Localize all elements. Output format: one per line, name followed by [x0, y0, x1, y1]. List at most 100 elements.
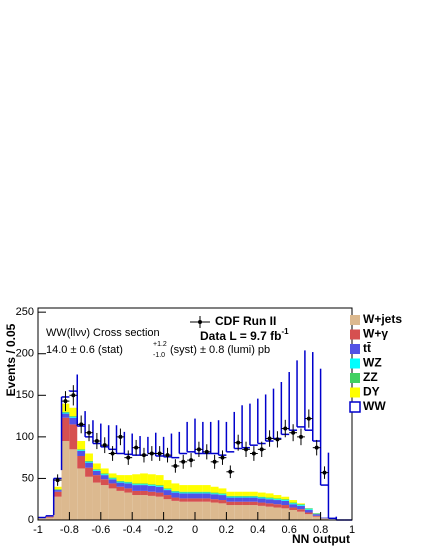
histogram-bar [100, 473, 109, 475]
histogram-bar [257, 496, 266, 498]
data-point [244, 447, 249, 452]
histogram-bar [320, 517, 329, 519]
legend-label: WW [363, 399, 386, 413]
histogram-bar [210, 492, 219, 494]
legend-label: W+γ [363, 327, 388, 341]
histogram-bar [92, 469, 101, 471]
data-point [204, 449, 209, 454]
histogram-bar [108, 477, 117, 479]
histogram-bar [234, 496, 243, 498]
legend-swatch [350, 315, 360, 325]
histogram-bar [249, 496, 258, 498]
histogram-bar [187, 493, 195, 499]
histogram-bar [85, 476, 93, 520]
histogram-bar [281, 500, 290, 506]
histogram-bar [242, 501, 250, 506]
histogram-bar [289, 510, 298, 520]
data-point [102, 443, 107, 448]
histogram-bar [147, 485, 156, 492]
histogram-bar [202, 498, 211, 502]
histogram-bar [297, 505, 305, 506]
histogram-bar [218, 495, 227, 501]
data-point [149, 451, 154, 456]
histogram-bar [234, 495, 243, 497]
histogram-bar [281, 505, 290, 509]
data-point [71, 393, 76, 398]
histogram-bar [242, 496, 250, 498]
histogram-bar [257, 492, 266, 497]
histogram-bar [195, 498, 203, 502]
histogram-bar [320, 518, 329, 520]
histogram-bar [265, 493, 274, 498]
histogram-bar [242, 495, 250, 497]
histogram-bar [249, 491, 258, 496]
histogram-bar [69, 416, 78, 418]
histogram-bar [289, 502, 298, 504]
histogram-bar [69, 424, 78, 450]
histogram-bar [304, 512, 313, 515]
histogram-bar [312, 516, 321, 520]
histogram-bar [155, 485, 164, 487]
data-point [298, 434, 303, 439]
annotation-part: -1.0 [153, 352, 165, 359]
data-point [55, 478, 60, 483]
histogram-bar [257, 505, 266, 520]
legend-label: tt̄ [363, 341, 371, 355]
histogram-bar [210, 502, 219, 520]
histogram-bar [100, 479, 109, 486]
histogram-bar [69, 417, 78, 425]
histogram-bar [249, 495, 258, 497]
data-point [118, 434, 123, 439]
histogram-bar [312, 515, 321, 517]
legend-label: DY [363, 385, 380, 399]
y-tick-label: 150 [16, 389, 34, 401]
histogram-bar [187, 492, 195, 494]
histogram-bar [187, 501, 195, 520]
histogram-bar [155, 496, 164, 520]
histogram-bar [195, 501, 203, 520]
data-point [94, 439, 99, 444]
histogram-bar [304, 514, 313, 520]
histogram-bar [155, 485, 164, 486]
histogram-bar [124, 488, 133, 493]
histogram-bar [265, 499, 274, 504]
histogram-bar [281, 496, 290, 500]
histogram-bar [116, 490, 125, 520]
annotation-part: (syst) ± 0.8 (lumi) pb [170, 344, 270, 356]
histogram-bar [147, 484, 156, 486]
histogram-bar [226, 495, 235, 497]
x-tick-label: 0.8 [313, 524, 328, 536]
histogram-bar [218, 494, 227, 496]
histogram-bar [218, 500, 227, 504]
histogram-bar [304, 509, 313, 511]
y-axis-label: Events / 0.05 [4, 323, 18, 396]
histogram-bar [69, 407, 78, 417]
histogram-bar [171, 483, 180, 491]
x-tick-label: 1 [349, 524, 355, 536]
histogram-bar [108, 488, 117, 520]
histogram-bar [45, 516, 54, 518]
histogram-bar [147, 491, 156, 496]
histogram-bar [202, 492, 211, 494]
data-point [228, 469, 233, 474]
histogram-bar [281, 499, 290, 501]
histogram-bar [116, 486, 125, 491]
histogram-bar [124, 481, 133, 483]
legend-swatch [350, 344, 360, 354]
x-tick-label: 0.4 [250, 524, 265, 536]
histogram-bar [147, 485, 156, 486]
histogram-bar [116, 482, 125, 487]
annotation-part: +1.2 [153, 341, 167, 348]
data-point [79, 422, 84, 427]
histogram-bar [69, 449, 78, 520]
data-point [236, 440, 241, 445]
histogram-bar [155, 475, 164, 486]
histogram-bar [140, 483, 148, 485]
histogram-bar [202, 485, 211, 492]
histogram-bar [45, 517, 54, 520]
histogram-bar [124, 483, 133, 489]
x-tick-label: -0.2 [154, 524, 173, 536]
histogram-bar [297, 503, 305, 505]
histogram-bar [171, 491, 180, 493]
